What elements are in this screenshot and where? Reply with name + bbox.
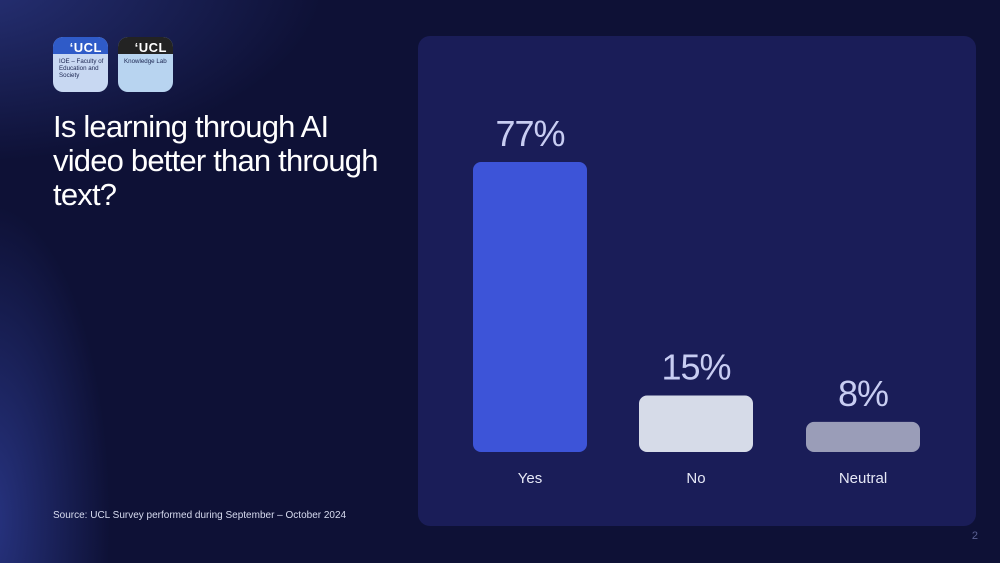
- page-number: 2: [971, 530, 978, 542]
- bar-neutral: [806, 421, 920, 452]
- logo-brand: ‘UCL: [69, 40, 102, 55]
- bar-yes: [473, 162, 587, 452]
- logo-band: [53, 37, 108, 54]
- value-label-neutral: 8%: [838, 373, 888, 414]
- logo-band: [118, 37, 173, 54]
- logo-text: Knowledge Lab: [124, 58, 167, 65]
- logo-group: ‘UCL IOE – Faculty of Education and Soci…: [53, 37, 173, 92]
- knowledge-lab-logo: ‘UCL Knowledge Lab: [118, 37, 173, 92]
- value-label-no: 15%: [661, 347, 730, 388]
- ioe-logo: ‘UCL IOE – Faculty of Education and Soci…: [53, 37, 108, 92]
- chart-panel: 77% Yes 15% No 8% Neutral: [418, 36, 976, 526]
- value-label-yes: 77%: [495, 113, 564, 154]
- bar-chart: 77% Yes 15% No 8% Neutral: [473, 113, 920, 487]
- source-note: Source: UCL Survey performed during Sept…: [53, 510, 347, 521]
- logo-brand: ‘UCL: [134, 40, 167, 55]
- logo-text: IOE – Faculty of Education and Society: [59, 58, 104, 80]
- category-label-yes: Yes: [518, 470, 542, 487]
- category-label-neutral: Neutral: [839, 470, 887, 487]
- category-label-no: No: [686, 470, 705, 487]
- bar-no: [639, 395, 753, 452]
- slide-title: Is learning through AI video better than…: [53, 109, 379, 212]
